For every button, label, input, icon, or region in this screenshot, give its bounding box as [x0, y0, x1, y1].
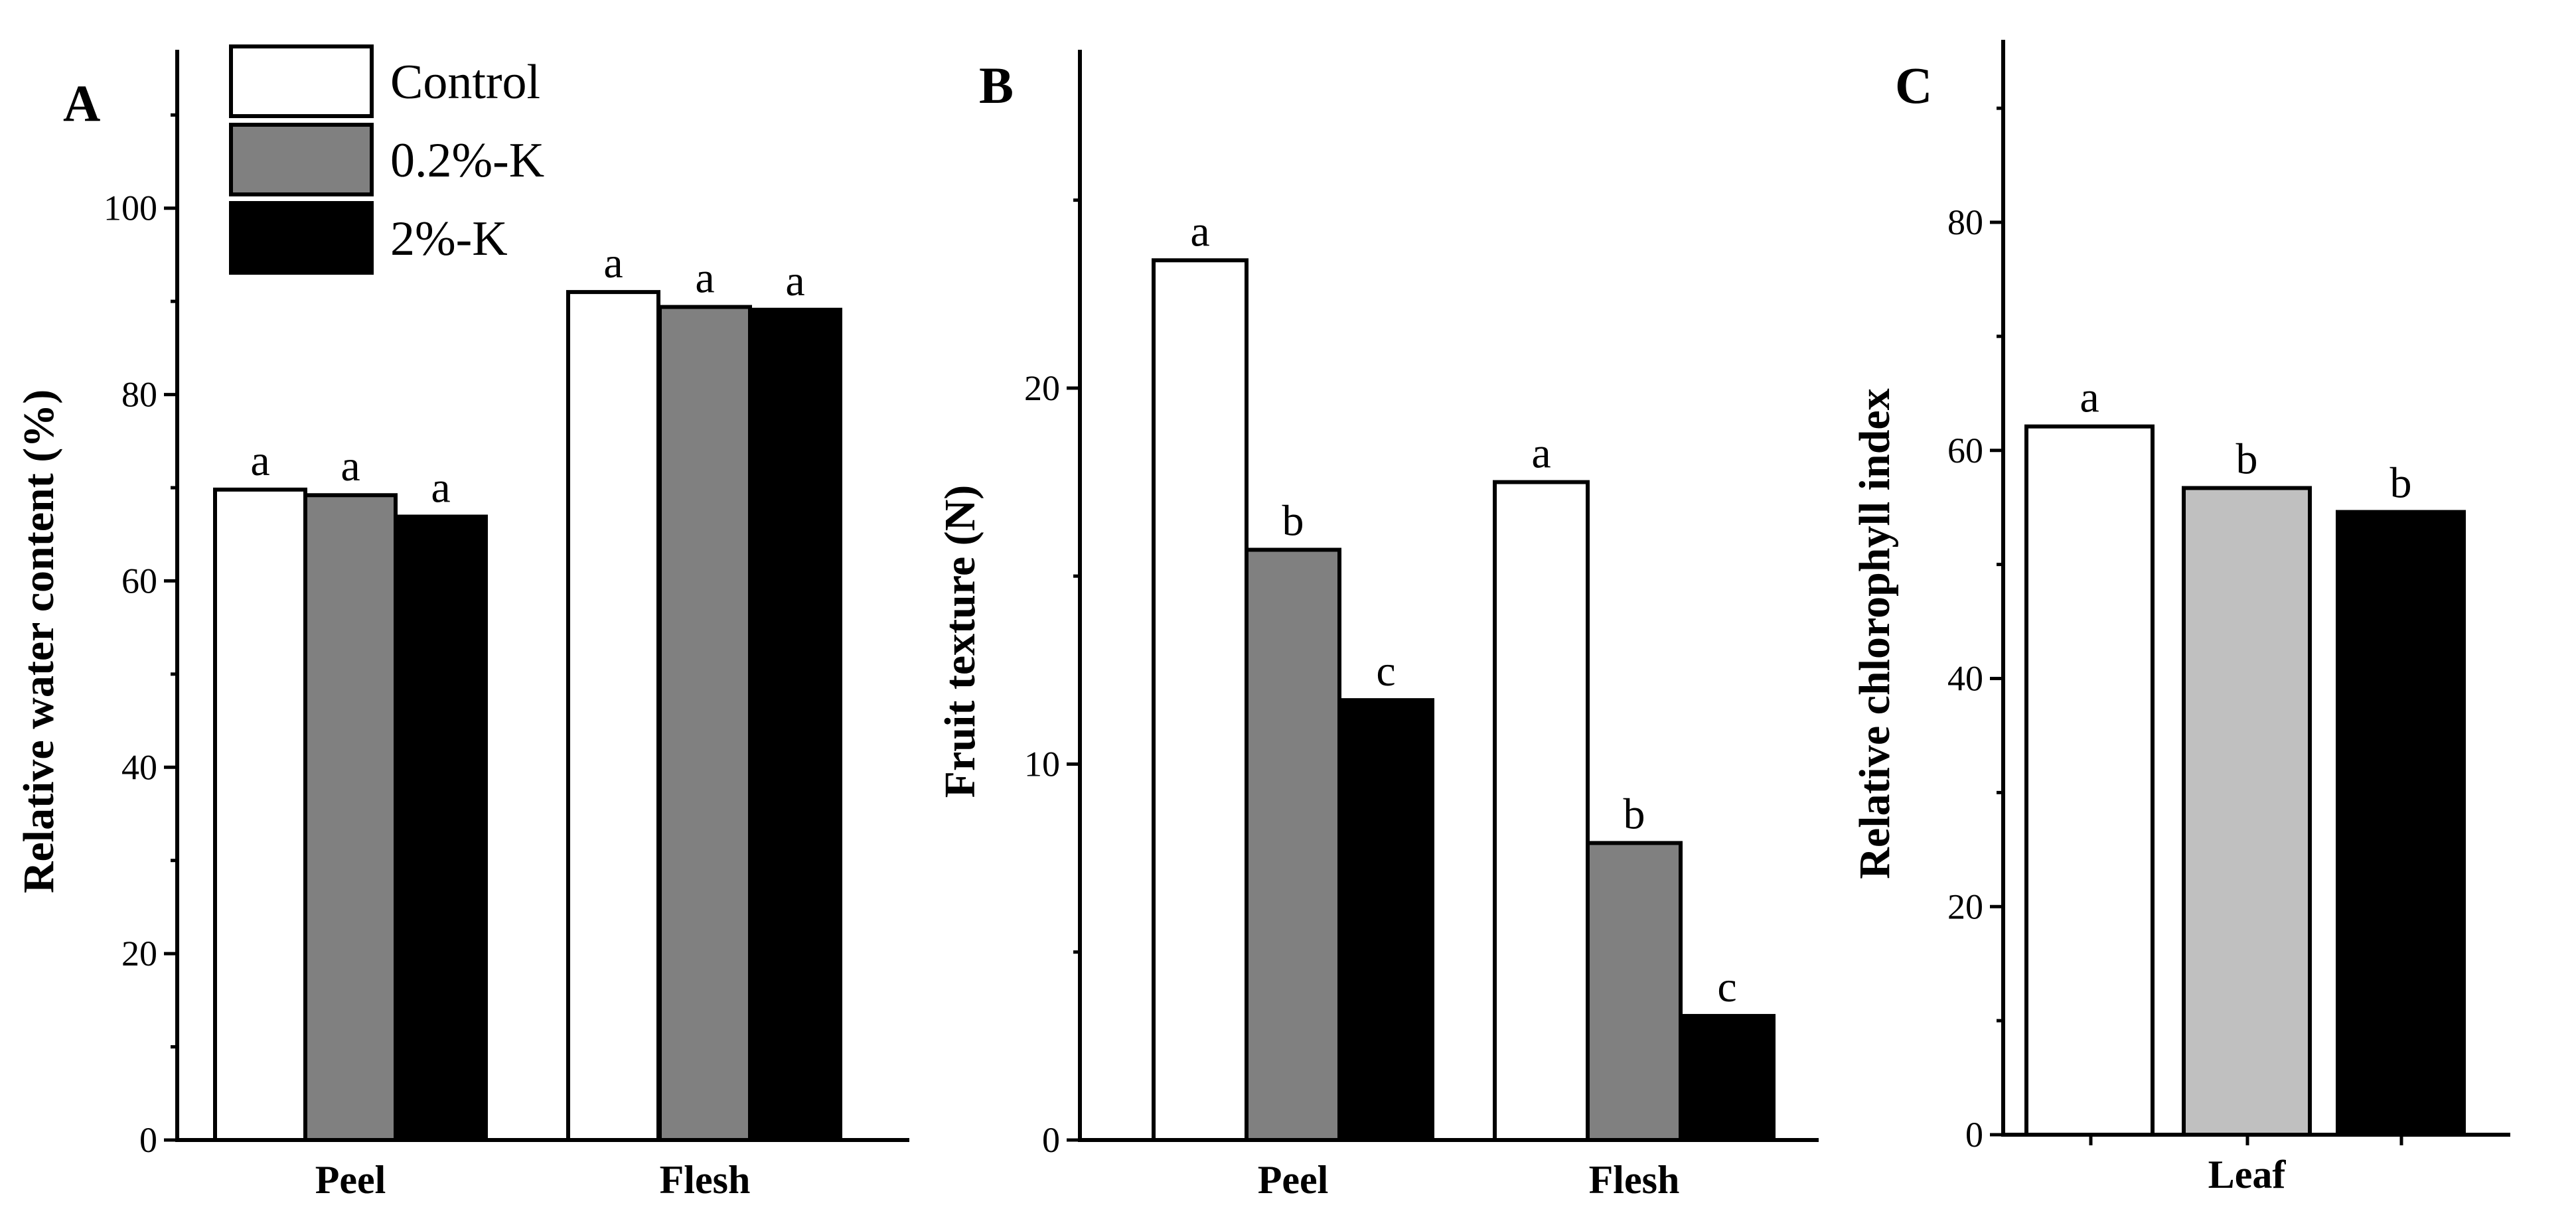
- legend-swatch-0-2-k: [229, 123, 374, 196]
- significance-label: a: [603, 239, 623, 287]
- bar-0-2-k-leaf: [2182, 486, 2312, 1137]
- significance-label: a: [250, 437, 269, 485]
- y-axis-label: Relative chlorophyll index: [1851, 388, 1899, 879]
- legend-label: 2%-K: [390, 212, 508, 266]
- y-tick-label: 20: [121, 934, 157, 973]
- panel-letter: A: [63, 74, 100, 132]
- y-tick-label: 10: [1024, 744, 1060, 784]
- y-tick-label: 20: [1024, 368, 1060, 408]
- y-tick-label: 0: [139, 1120, 157, 1160]
- y-axis-label: Relative water content (%): [15, 390, 63, 893]
- chart-panel-b: a b c a b c 0 10 20 Peel Flesh Fruit texture (N) B: [936, 50, 1819, 1202]
- legend-label: 0.2%-K: [390, 133, 544, 188]
- y-tick-label: 60: [121, 561, 157, 601]
- significance-label: a: [785, 257, 804, 305]
- bar-2-k-peel: [394, 514, 488, 1142]
- significance-label: a: [431, 464, 450, 512]
- x-tick-label: Peel: [1258, 1158, 1329, 1202]
- significance-label: c: [1376, 647, 1395, 695]
- significance-label: a: [695, 254, 714, 303]
- y-tick-label: 80: [1947, 202, 1983, 242]
- y-tick-label: 0: [1042, 1120, 1060, 1160]
- y-tick-label: 60: [1947, 431, 1983, 470]
- significance-label: b: [2236, 435, 2258, 483]
- bar-0-2-k-flesh: [1586, 841, 1683, 1143]
- significance-label: b: [1624, 790, 1645, 838]
- bar-0-2-k-peel: [303, 493, 398, 1142]
- bar-control-flesh: [566, 290, 660, 1143]
- legend: Control 0.2%-K 2%-K: [229, 44, 544, 275]
- x-tick-label: Peel: [315, 1158, 386, 1202]
- bar-0-2-k-peel: [1245, 547, 1341, 1142]
- bar-2-k-flesh: [1679, 1014, 1776, 1143]
- panel-letter: B: [979, 56, 1014, 114]
- x-tick-label: Flesh: [660, 1158, 751, 1202]
- chart-panel-c: a b b 0 20 40 60 80 Leaf Relative chlorophyll ind…: [1851, 40, 2510, 1196]
- y-tick-label: 20: [1947, 887, 1983, 926]
- legend-swatch-control: [229, 44, 374, 118]
- x-tick-label: Leaf: [2208, 1153, 2287, 1196]
- bar-control-peel: [213, 487, 307, 1142]
- y-axis-label: Fruit texture (N): [936, 485, 984, 798]
- y-tick-label: 40: [121, 747, 157, 787]
- panel-letter: C: [1895, 56, 1932, 114]
- chart-panel-a: a a a a a a 0 20 40 60 80 100 Peel Flesh Relative wate…: [15, 50, 909, 1202]
- y-tick-label: 100: [104, 188, 157, 228]
- y-tick-label: 40: [1947, 659, 1983, 699]
- bar-0-2-k-flesh: [658, 305, 752, 1143]
- y-tick-label: 0: [1965, 1115, 1983, 1155]
- significance-label: a: [1531, 429, 1551, 478]
- x-tick-label: Flesh: [1589, 1158, 1680, 1202]
- bar-control-peel: [1152, 258, 1249, 1143]
- significance-label: b: [2390, 459, 2412, 508]
- significance-label: a: [1190, 207, 1209, 255]
- bar-control-flesh: [1493, 480, 1590, 1142]
- bar-2-k-flesh: [748, 307, 842, 1142]
- legend-swatch-2-k: [229, 201, 374, 275]
- y-tick-label: 80: [121, 375, 157, 415]
- significance-label: c: [1717, 963, 1736, 1011]
- bar-control-leaf: [2024, 424, 2155, 1137]
- significance-label: b: [1282, 497, 1304, 545]
- bar-2-k-leaf: [2336, 510, 2466, 1137]
- bar-2-k-peel: [1337, 698, 1434, 1143]
- significance-label: a: [341, 442, 360, 490]
- legend-label: Control: [390, 55, 540, 109]
- significance-label: a: [2080, 374, 2099, 422]
